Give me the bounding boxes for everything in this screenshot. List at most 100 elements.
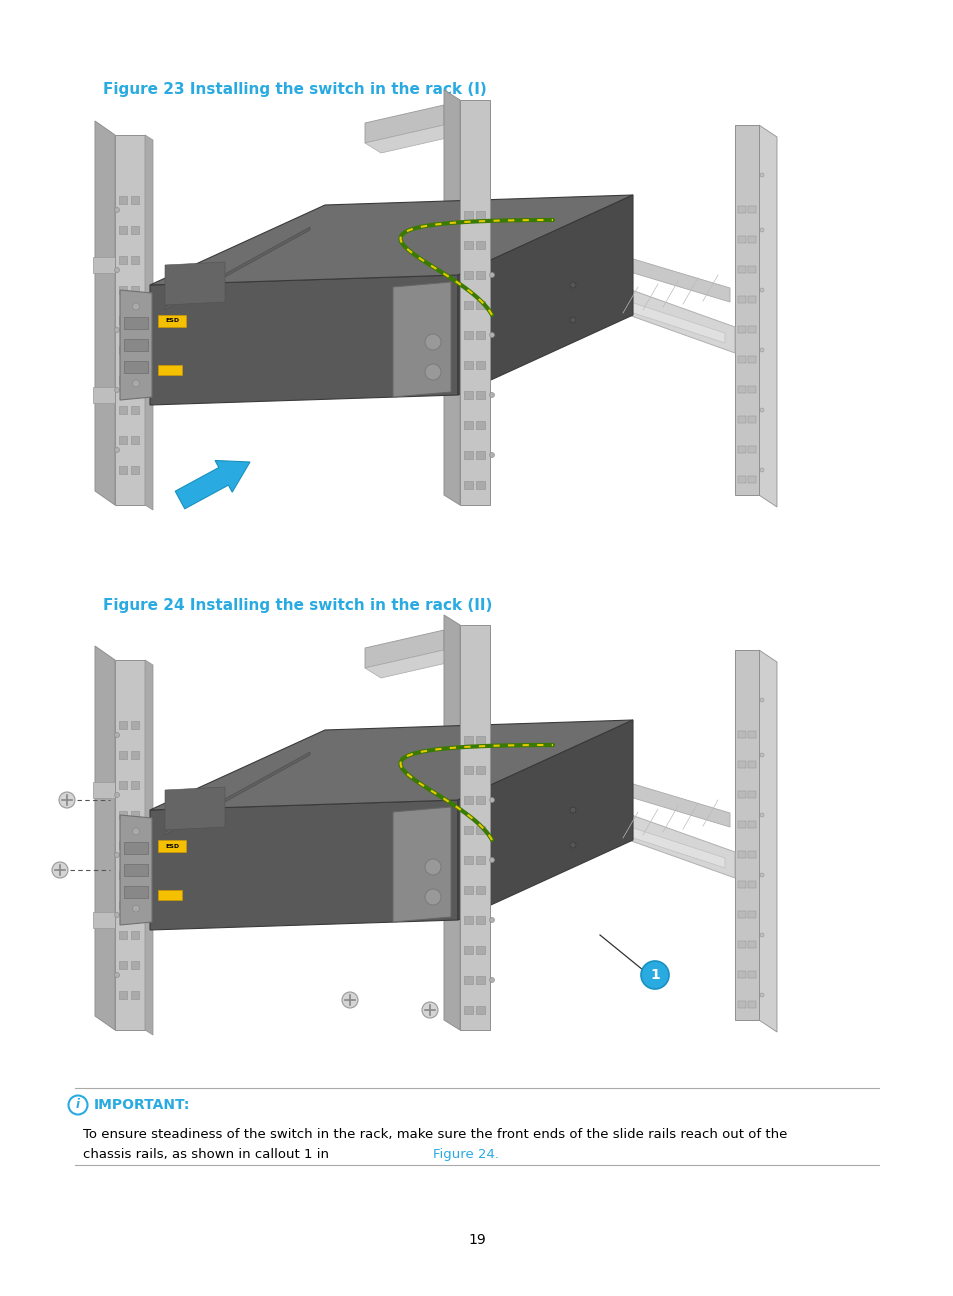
Bar — [463, 766, 473, 774]
Bar — [738, 1001, 745, 1008]
Circle shape — [640, 962, 668, 989]
Polygon shape — [602, 818, 724, 868]
Bar — [747, 206, 755, 213]
Circle shape — [114, 447, 119, 452]
Circle shape — [760, 699, 763, 702]
Bar — [738, 327, 745, 333]
Polygon shape — [92, 912, 115, 928]
Bar — [463, 946, 473, 954]
Bar — [463, 1006, 473, 1013]
Circle shape — [760, 408, 763, 412]
Circle shape — [59, 792, 75, 807]
Text: Figure 24.: Figure 24. — [433, 1148, 498, 1161]
Bar — [476, 451, 484, 459]
Bar — [119, 871, 127, 879]
Bar — [738, 416, 745, 422]
Polygon shape — [165, 752, 310, 835]
Bar — [119, 316, 127, 324]
Text: Figure 23 Installing the switch in the rack (I): Figure 23 Installing the switch in the r… — [103, 82, 486, 97]
Polygon shape — [759, 124, 776, 507]
Polygon shape — [365, 651, 459, 678]
Bar — [131, 811, 139, 819]
Bar — [476, 241, 484, 249]
Bar — [476, 391, 484, 399]
Bar — [124, 340, 148, 351]
Bar — [476, 330, 484, 340]
Bar — [738, 911, 745, 918]
Polygon shape — [150, 275, 457, 404]
Bar — [747, 446, 755, 454]
Bar — [119, 721, 127, 728]
Bar — [747, 851, 755, 858]
Bar — [119, 931, 127, 940]
Bar — [131, 435, 139, 445]
Circle shape — [114, 207, 119, 213]
Bar — [158, 840, 186, 851]
Bar — [747, 416, 755, 422]
Polygon shape — [443, 616, 459, 1030]
Bar — [119, 435, 127, 445]
Bar — [463, 481, 473, 489]
Polygon shape — [365, 105, 443, 143]
Bar — [131, 316, 139, 324]
Circle shape — [341, 991, 357, 1008]
Bar — [131, 901, 139, 908]
Circle shape — [489, 452, 494, 457]
Circle shape — [114, 267, 119, 272]
Polygon shape — [365, 630, 443, 667]
Bar — [747, 881, 755, 888]
Bar — [747, 327, 755, 333]
Circle shape — [760, 753, 763, 757]
Bar — [747, 820, 755, 828]
Circle shape — [489, 333, 494, 337]
Circle shape — [114, 972, 119, 977]
Polygon shape — [759, 651, 776, 1032]
Bar — [119, 257, 127, 264]
Bar — [463, 330, 473, 340]
Bar — [476, 211, 484, 219]
Bar — [476, 976, 484, 984]
Bar — [476, 766, 484, 774]
Polygon shape — [115, 135, 145, 505]
Polygon shape — [602, 293, 724, 343]
Bar — [119, 781, 127, 789]
Bar — [747, 731, 755, 737]
Bar — [119, 406, 127, 413]
Bar — [124, 842, 148, 854]
Bar — [131, 376, 139, 384]
Bar — [738, 761, 745, 769]
Polygon shape — [150, 721, 633, 810]
Bar — [476, 946, 484, 954]
Circle shape — [569, 283, 576, 288]
Polygon shape — [734, 651, 759, 1020]
Polygon shape — [165, 227, 310, 310]
Text: IMPORTANT:: IMPORTANT: — [94, 1098, 191, 1112]
Circle shape — [114, 388, 119, 393]
Circle shape — [489, 393, 494, 398]
Bar — [476, 271, 484, 279]
Bar — [738, 266, 745, 273]
Bar — [463, 241, 473, 249]
Bar — [131, 781, 139, 789]
Bar — [131, 467, 139, 474]
Circle shape — [760, 228, 763, 232]
Text: To ensure steadiness of the switch in the rack, make sure the front ends of the : To ensure steadiness of the switch in th… — [83, 1128, 786, 1140]
Bar — [119, 841, 127, 849]
Bar — [738, 881, 745, 888]
Bar — [738, 820, 745, 828]
Polygon shape — [622, 286, 734, 353]
Bar — [476, 916, 484, 924]
Bar — [119, 376, 127, 384]
Bar — [131, 871, 139, 879]
Polygon shape — [92, 388, 115, 403]
Bar — [131, 931, 139, 940]
Bar — [119, 467, 127, 474]
Polygon shape — [150, 194, 633, 285]
Circle shape — [760, 813, 763, 816]
Polygon shape — [457, 194, 633, 395]
Bar — [131, 406, 139, 413]
Bar — [738, 791, 745, 798]
Bar — [738, 731, 745, 737]
Bar — [119, 226, 127, 235]
Polygon shape — [92, 781, 115, 798]
